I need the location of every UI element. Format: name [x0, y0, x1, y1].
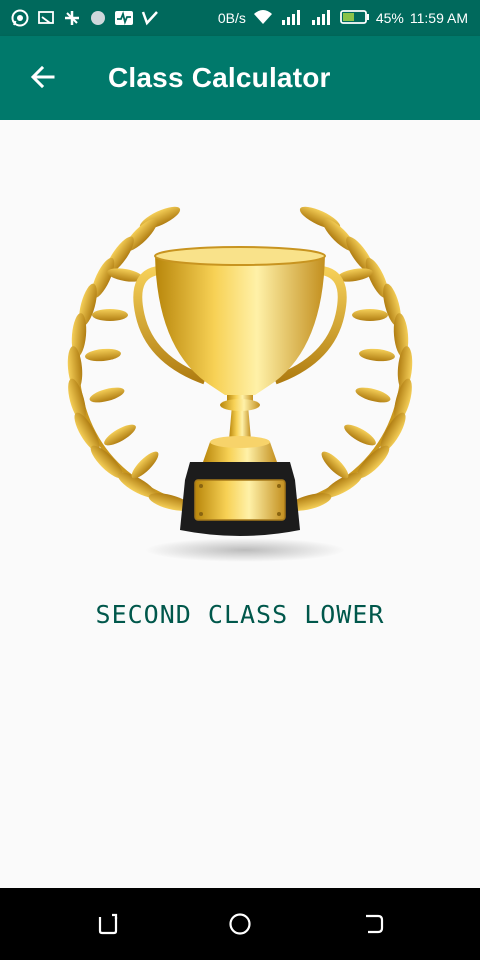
- whatsapp-icon: [10, 8, 30, 28]
- page-title: Class Calculator: [108, 62, 331, 93]
- navigation-bar: [0, 888, 480, 960]
- back-button[interactable]: [20, 54, 66, 100]
- laurel-left: [67, 206, 206, 512]
- main-content: SECOND CLASS LOWER: [0, 120, 480, 888]
- circle-icon: [88, 8, 108, 28]
- trophy-cup: [155, 255, 325, 395]
- app-bar: Class Calculator: [0, 36, 480, 120]
- sync-icon: [62, 8, 82, 28]
- status-left-icons: [10, 8, 160, 28]
- network-speed: 0B/s: [217, 10, 246, 26]
- arrow-back-icon: [30, 65, 55, 89]
- recents-button[interactable]: [94, 910, 122, 938]
- laurel-right: [274, 206, 413, 512]
- cast-icon: [36, 8, 56, 28]
- status-right: 0B/s 45% 11:59 AM: [218, 0, 468, 36]
- result-text: SECOND CLASS LOWER: [95, 600, 385, 629]
- trophy-handles: [133, 265, 347, 385]
- home-icon: [229, 913, 251, 935]
- battery-icon: [339, 9, 370, 28]
- back-icon: [366, 914, 384, 934]
- status-bar: 0B/s 45% 11:59 AM: [0, 0, 480, 36]
- battery-percent: 45%: [375, 10, 404, 26]
- back-nav-button[interactable]: [360, 910, 388, 938]
- recents-icon: [98, 913, 118, 935]
- clock: 11:59 AM: [409, 10, 468, 26]
- signal-icon-2: [310, 8, 334, 29]
- wifi-icon: [252, 8, 274, 29]
- home-button[interactable]: [226, 910, 254, 938]
- signal-icon-1: [280, 8, 304, 29]
- trophy-laurel-image: [67, 206, 413, 562]
- pulse-icon: [114, 8, 134, 28]
- check-icon: [140, 8, 160, 28]
